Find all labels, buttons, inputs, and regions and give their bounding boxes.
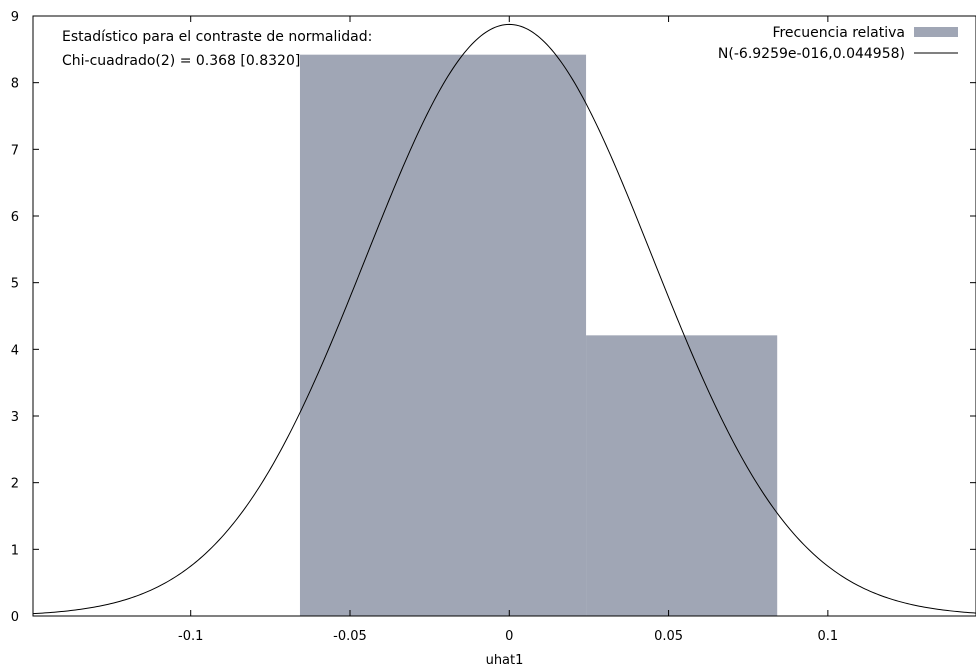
y-tick-label: 0: [11, 610, 19, 625]
x-tick-label: 0: [505, 629, 513, 644]
x-tick-label: 0.05: [654, 629, 683, 644]
y-tick-label: 7: [11, 143, 19, 158]
legend-label-frequency: Frecuencia relativa: [772, 25, 905, 41]
curve-layer: [32, 23, 976, 615]
y-tick-label: 5: [11, 277, 19, 292]
y-tick-label: 8: [11, 77, 19, 92]
ticks-layer: -0.1 -0.05 0 0.05 0.1 0 1 2 3 4 5 6 7 8 9: [11, 10, 976, 644]
y-tick-label: 9: [11, 10, 19, 25]
x-tick-label: 0.1: [818, 629, 839, 644]
histogram-bar-0: [299, 54, 587, 616]
y-tick-label: 1: [11, 543, 19, 558]
bars-layer: [299, 54, 778, 616]
normality-test-title: Estadístico para el contraste de normali…: [62, 29, 372, 45]
x-tick-label: -0.1: [178, 629, 203, 644]
chi-square-statistic: Chi-cuadrado(2) = 0.368 [0.8320]: [62, 53, 300, 69]
x-axis-label: uhat1: [486, 653, 524, 668]
legend: Frecuencia relativa N(-6.9259e-016,0.044…: [718, 25, 958, 62]
histogram-bar-1: [586, 335, 778, 616]
legend-label-normal: N(-6.9259e-016,0.044958): [718, 46, 905, 62]
y-tick-label: 3: [11, 410, 19, 425]
y-tick-label: 6: [11, 210, 19, 225]
y-tick-label: 2: [11, 477, 19, 492]
legend-swatch-frequency: [914, 27, 958, 37]
normal-density-curve: [32, 23, 976, 615]
y-tick-label: 4: [11, 343, 19, 358]
plot-frame: [32, 15, 976, 617]
x-tick-label: -0.05: [333, 629, 367, 644]
